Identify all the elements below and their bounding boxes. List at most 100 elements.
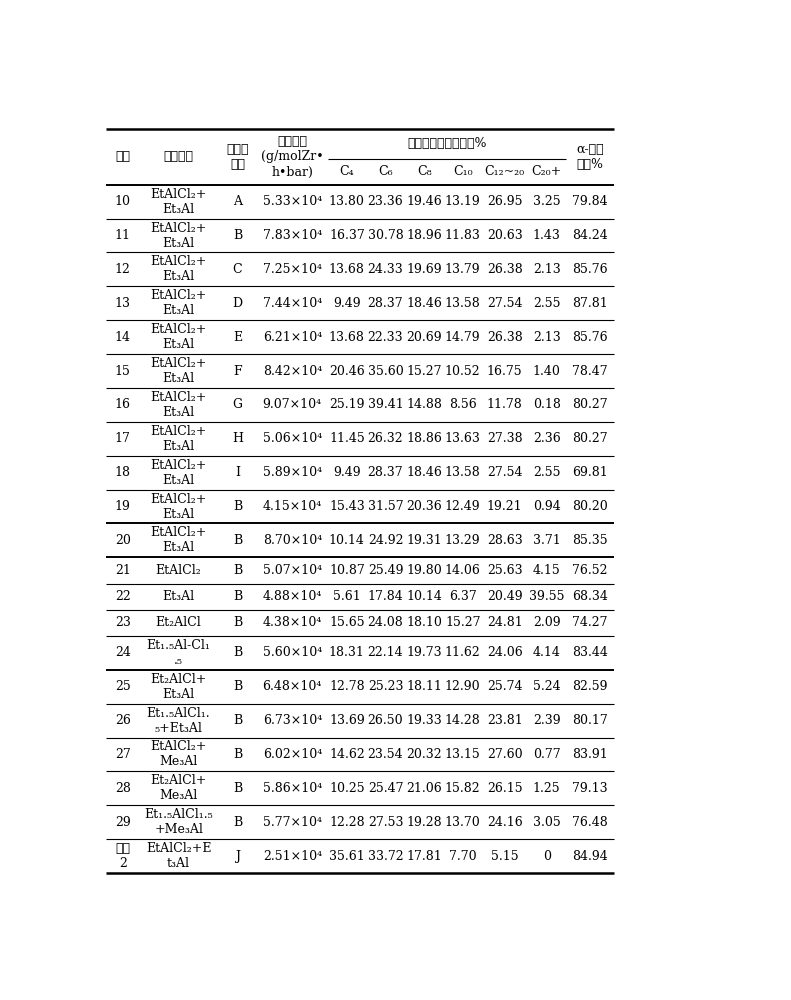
Text: 19.33: 19.33 [407, 714, 442, 727]
Text: 74.27: 74.27 [573, 616, 608, 629]
Text: 25.47: 25.47 [368, 782, 403, 795]
Text: F: F [233, 365, 242, 378]
Text: 85.76: 85.76 [573, 331, 608, 344]
Text: 35.61: 35.61 [329, 850, 365, 863]
Text: EtAlCl₂+
Me₃Al: EtAlCl₂+ Me₃Al [150, 740, 206, 768]
Text: 76.52: 76.52 [573, 564, 608, 577]
Text: B: B [233, 782, 242, 795]
Text: 24.06: 24.06 [486, 646, 523, 659]
Text: 14.88: 14.88 [406, 398, 442, 411]
Text: 14.62: 14.62 [329, 748, 365, 761]
Text: C₈: C₈ [417, 165, 431, 178]
Text: 8.42×10⁴: 8.42×10⁴ [263, 365, 322, 378]
Text: 2.13: 2.13 [533, 331, 561, 344]
Text: C₆: C₆ [378, 165, 393, 178]
Text: 12: 12 [115, 263, 131, 276]
Text: 10.14: 10.14 [406, 590, 442, 603]
Text: 24.08: 24.08 [368, 616, 403, 629]
Text: 催化剂
编号: 催化剂 编号 [226, 143, 248, 171]
Text: 26.15: 26.15 [487, 782, 523, 795]
Text: B: B [233, 229, 242, 242]
Text: 11: 11 [115, 229, 131, 242]
Text: 24: 24 [115, 646, 131, 659]
Text: 20.49: 20.49 [487, 590, 523, 603]
Text: 11.45: 11.45 [329, 432, 365, 445]
Text: 8.70×10⁴: 8.70×10⁴ [263, 534, 322, 547]
Text: 20: 20 [115, 534, 131, 547]
Text: G: G [233, 398, 242, 411]
Text: 25.49: 25.49 [368, 564, 403, 577]
Text: 15: 15 [115, 365, 131, 378]
Text: 20.46: 20.46 [329, 365, 365, 378]
Text: 85.35: 85.35 [573, 534, 608, 547]
Text: 6.73×10⁴: 6.73×10⁴ [263, 714, 322, 727]
Text: 6.02×10⁴: 6.02×10⁴ [263, 748, 322, 761]
Text: 19.80: 19.80 [407, 564, 442, 577]
Text: 2.09: 2.09 [533, 616, 561, 629]
Text: 20.69: 20.69 [407, 331, 442, 344]
Text: 4.14: 4.14 [533, 646, 561, 659]
Text: 13.79: 13.79 [445, 263, 480, 276]
Text: Et₂AlCl+
Et₃Al: Et₂AlCl+ Et₃Al [150, 673, 206, 701]
Text: 9.07×10⁴: 9.07×10⁴ [263, 398, 322, 411]
Text: 78.47: 78.47 [573, 365, 608, 378]
Text: EtAlCl₂+
Et₃Al: EtAlCl₂+ Et₃Al [150, 188, 206, 216]
Text: B: B [233, 500, 242, 513]
Text: 4.88×10⁴: 4.88×10⁴ [263, 590, 322, 603]
Text: 19.73: 19.73 [407, 646, 442, 659]
Text: 10.87: 10.87 [329, 564, 365, 577]
Text: 10.52: 10.52 [445, 365, 480, 378]
Text: 2.55: 2.55 [533, 297, 561, 310]
Text: 13.58: 13.58 [445, 466, 481, 479]
Text: 0.94: 0.94 [533, 500, 561, 513]
Text: 齐聚产物分布，质量%: 齐聚产物分布，质量% [407, 137, 486, 150]
Text: 19.31: 19.31 [407, 534, 442, 547]
Text: EtAlCl₂+
Et₃Al: EtAlCl₂+ Et₃Al [150, 255, 206, 283]
Text: 25: 25 [115, 680, 131, 693]
Text: H: H [232, 432, 243, 445]
Text: 19.21: 19.21 [487, 500, 523, 513]
Text: C₁₀: C₁₀ [453, 165, 472, 178]
Text: C₂₀+: C₂₀+ [532, 165, 562, 178]
Text: 21.06: 21.06 [407, 782, 442, 795]
Text: B: B [233, 646, 242, 659]
Text: 5.86×10⁴: 5.86×10⁴ [263, 782, 322, 795]
Text: 5.33×10⁴: 5.33×10⁴ [263, 195, 322, 208]
Text: 5.61: 5.61 [333, 590, 361, 603]
Text: 20.36: 20.36 [407, 500, 442, 513]
Text: EtAlCl₂+
Et₃Al: EtAlCl₂+ Et₃Al [150, 493, 206, 521]
Text: 2.51×10⁴: 2.51×10⁴ [263, 850, 322, 863]
Text: 助催化剂: 助催化剂 [164, 150, 194, 163]
Text: 5.77×10⁴: 5.77×10⁴ [263, 816, 322, 829]
Text: 27.38: 27.38 [487, 432, 523, 445]
Text: 26.38: 26.38 [486, 263, 523, 276]
Text: 11.62: 11.62 [445, 646, 481, 659]
Text: Et₂AlCl+
Me₃Al: Et₂AlCl+ Me₃Al [150, 774, 206, 802]
Text: 79.84: 79.84 [573, 195, 608, 208]
Text: 16.37: 16.37 [329, 229, 365, 242]
Text: 5.24: 5.24 [533, 680, 561, 693]
Text: 80.27: 80.27 [573, 432, 608, 445]
Text: 0.18: 0.18 [533, 398, 561, 411]
Text: 13.80: 13.80 [329, 195, 365, 208]
Text: 1.25: 1.25 [533, 782, 561, 795]
Text: 84.24: 84.24 [573, 229, 608, 242]
Text: 69.81: 69.81 [573, 466, 608, 479]
Text: 39.41: 39.41 [368, 398, 403, 411]
Text: EtAlCl₂+
Et₃Al: EtAlCl₂+ Et₃Al [150, 459, 206, 487]
Text: 催化活性
(g/molZr•
h•bar): 催化活性 (g/molZr• h•bar) [261, 135, 324, 178]
Text: 28.37: 28.37 [368, 297, 403, 310]
Text: C: C [233, 263, 242, 276]
Text: 6.21×10⁴: 6.21×10⁴ [263, 331, 322, 344]
Text: 83.44: 83.44 [572, 646, 608, 659]
Text: 76.48: 76.48 [573, 816, 608, 829]
Text: 7.83×10⁴: 7.83×10⁴ [263, 229, 322, 242]
Text: 3.71: 3.71 [533, 534, 561, 547]
Text: 13.15: 13.15 [445, 748, 481, 761]
Text: B: B [233, 816, 242, 829]
Text: 18.96: 18.96 [407, 229, 442, 242]
Text: 23.36: 23.36 [368, 195, 403, 208]
Text: B: B [233, 534, 242, 547]
Text: 31.57: 31.57 [368, 500, 403, 513]
Text: 80.17: 80.17 [573, 714, 608, 727]
